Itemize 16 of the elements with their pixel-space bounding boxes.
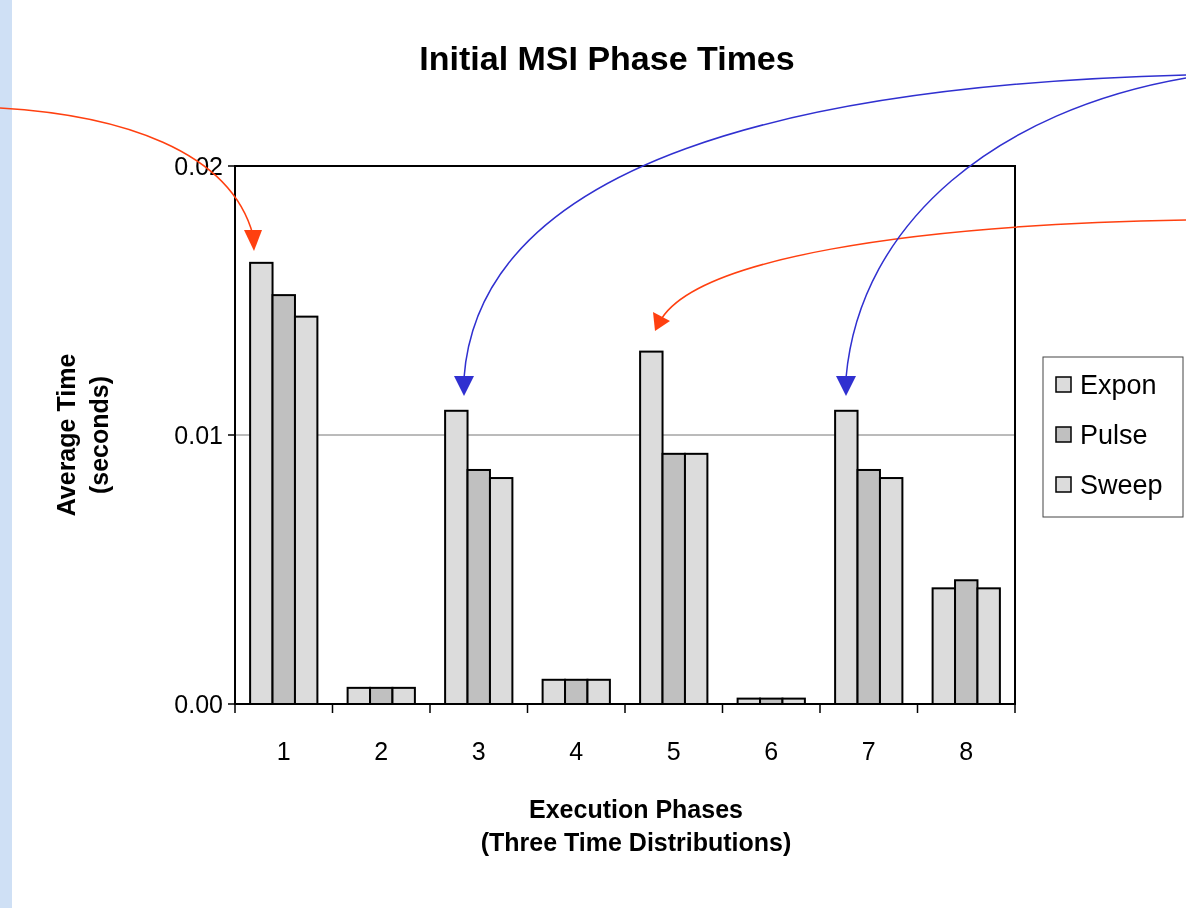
x-tick-label: 1 <box>276 737 291 765</box>
chart-title: Initial MSI Phase Times <box>419 39 795 77</box>
x-axis-title: Execution Phases (Three Time Distributions) <box>480 795 792 856</box>
y-tick-label: 0.00 <box>174 689 223 718</box>
x-tick-label: 8 <box>959 737 974 765</box>
x-tick-label: 3 <box>471 737 486 765</box>
legend-label: Expon <box>1080 370 1157 401</box>
x-tick-label: 6 <box>764 737 779 765</box>
legend-label: Pulse <box>1080 420 1148 451</box>
x-tick-label: 7 <box>861 737 876 765</box>
y-tick-label: 0.01 <box>174 420 223 449</box>
x-tick-label: 2 <box>374 737 389 765</box>
y-axis-title: Average Time (seconds) <box>52 353 113 517</box>
x-tick-label: 4 <box>569 737 584 765</box>
x-tick-label: 5 <box>666 737 681 765</box>
legend-label: Sweep <box>1080 470 1163 501</box>
